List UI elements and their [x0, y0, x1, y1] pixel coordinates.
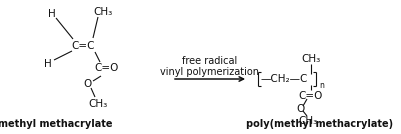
- Text: poly(methyl methacrylate): poly(methyl methacrylate): [246, 119, 393, 129]
- Text: methyl methacrylate: methyl methacrylate: [0, 119, 112, 129]
- Text: H: H: [48, 9, 56, 19]
- Text: vinyl polymerization: vinyl polymerization: [160, 67, 259, 77]
- Text: CH₃: CH₃: [88, 99, 107, 109]
- Text: n: n: [318, 81, 323, 90]
- Text: CH₃: CH₃: [298, 116, 317, 126]
- Text: CH₃: CH₃: [93, 7, 112, 17]
- Text: H: H: [44, 59, 52, 69]
- Text: CH₃: CH₃: [301, 54, 320, 64]
- Text: O: O: [84, 79, 92, 89]
- Text: C=C: C=C: [71, 41, 95, 51]
- Text: C=O: C=O: [95, 63, 119, 73]
- Text: O: O: [296, 104, 304, 114]
- Text: free radical: free radical: [182, 56, 237, 66]
- Text: C=O: C=O: [298, 91, 322, 101]
- Text: —CH₂—C: —CH₂—C: [260, 74, 308, 84]
